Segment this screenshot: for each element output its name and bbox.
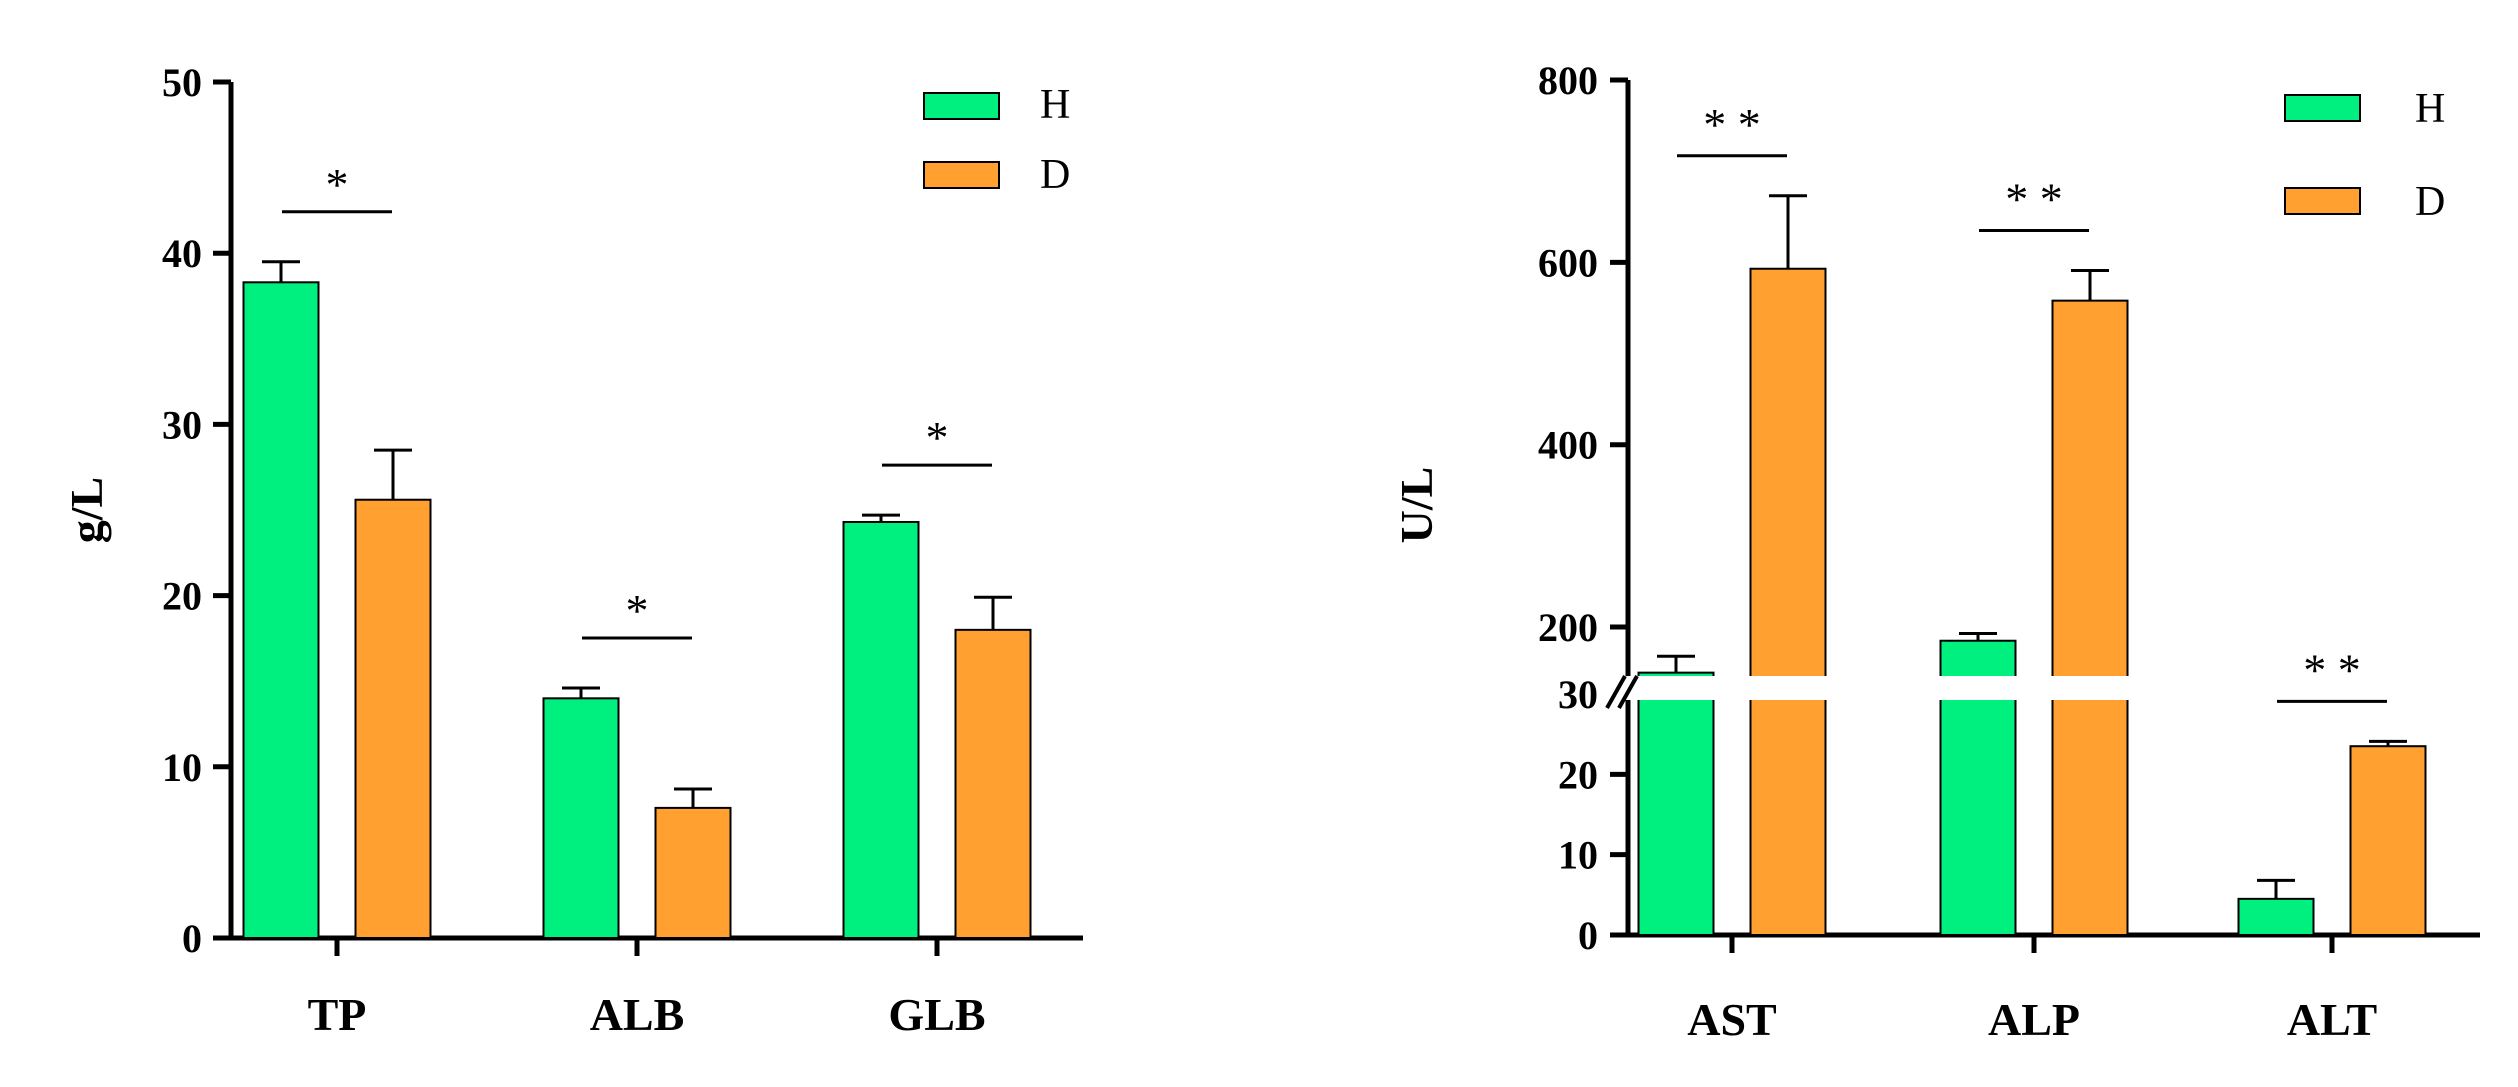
significance-marker: * (626, 585, 649, 636)
axis-break-marks (1605, 675, 1639, 709)
category-label: ALP (1988, 994, 2080, 1045)
right-y-tick-label: 600 (1538, 240, 1598, 285)
bar-alt-h (2237, 897, 2315, 936)
left-y-tick-label: 50 (162, 60, 202, 105)
legend-label-h: H (2415, 86, 2445, 132)
category-label: TP (308, 989, 367, 1040)
right-y-tick-label: 20 (1558, 752, 1598, 797)
right-legend: H D (2284, 86, 2445, 225)
right-y-axis-label: U/L (1391, 467, 1442, 544)
left-y-tick-label: 40 (162, 231, 202, 276)
significance-marker: * (926, 412, 949, 463)
left-y-tick-label: 10 (162, 745, 202, 790)
significance-marker: * (326, 159, 349, 210)
significance-marker: * * (2303, 644, 2361, 695)
bar-alt-d (2349, 745, 2427, 937)
category-label: ALT (2287, 994, 2377, 1045)
right-chart: U/L 0 10 20 30 200 400 600 800 AST ALP ALT * * * *… (1391, 58, 2495, 1045)
significance-marker: * * (1703, 99, 1761, 150)
left-y-axis-label: g/L (61, 477, 112, 543)
right-y-tick-label: 10 (1558, 833, 1598, 878)
left-legend: H D (923, 82, 1070, 198)
bar-ast-d (1749, 267, 1827, 936)
bar-alb-h (542, 697, 620, 939)
bar-tp-h (242, 281, 320, 939)
bar-glb-d (954, 628, 1032, 940)
right-y-tick-label: 200 (1538, 605, 1598, 650)
legend-label-d: D (1040, 152, 1070, 198)
left-y-tick-label: 30 (162, 402, 202, 447)
left-y-tick-label: 0 (182, 916, 202, 961)
axis-break-gap (1605, 676, 2495, 700)
significance-marker: * * (2005, 174, 2063, 225)
legend-swatch-d (2284, 187, 2361, 215)
category-label: ALB (590, 989, 685, 1040)
right-y-tick-label: 0 (1578, 913, 1598, 958)
legend-swatch-d (923, 161, 1000, 189)
right-y-tick-label: 800 (1538, 58, 1598, 103)
legend-label-d: D (2415, 179, 2445, 225)
bar-alb-d (654, 806, 732, 939)
legend-swatch-h (923, 92, 1000, 120)
left-y-tick-label: 20 (162, 574, 202, 619)
right-y-tick-label: 30 (1558, 672, 1598, 717)
bar-tp-d (354, 498, 432, 939)
bar-alp-d (2051, 299, 2129, 937)
legend-label-h: H (1040, 82, 1070, 128)
legend-swatch-h (2284, 94, 2361, 122)
category-label: GLB (888, 989, 985, 1040)
right-y-tick-label: 400 (1538, 423, 1598, 468)
left-chart: g/L 0 10 20 30 40 50 TP ALB GLB * * * H D (61, 60, 1083, 1040)
bar-ast-h (1637, 671, 1715, 936)
bar-glb-h (842, 520, 920, 939)
category-label: AST (1687, 994, 1776, 1045)
